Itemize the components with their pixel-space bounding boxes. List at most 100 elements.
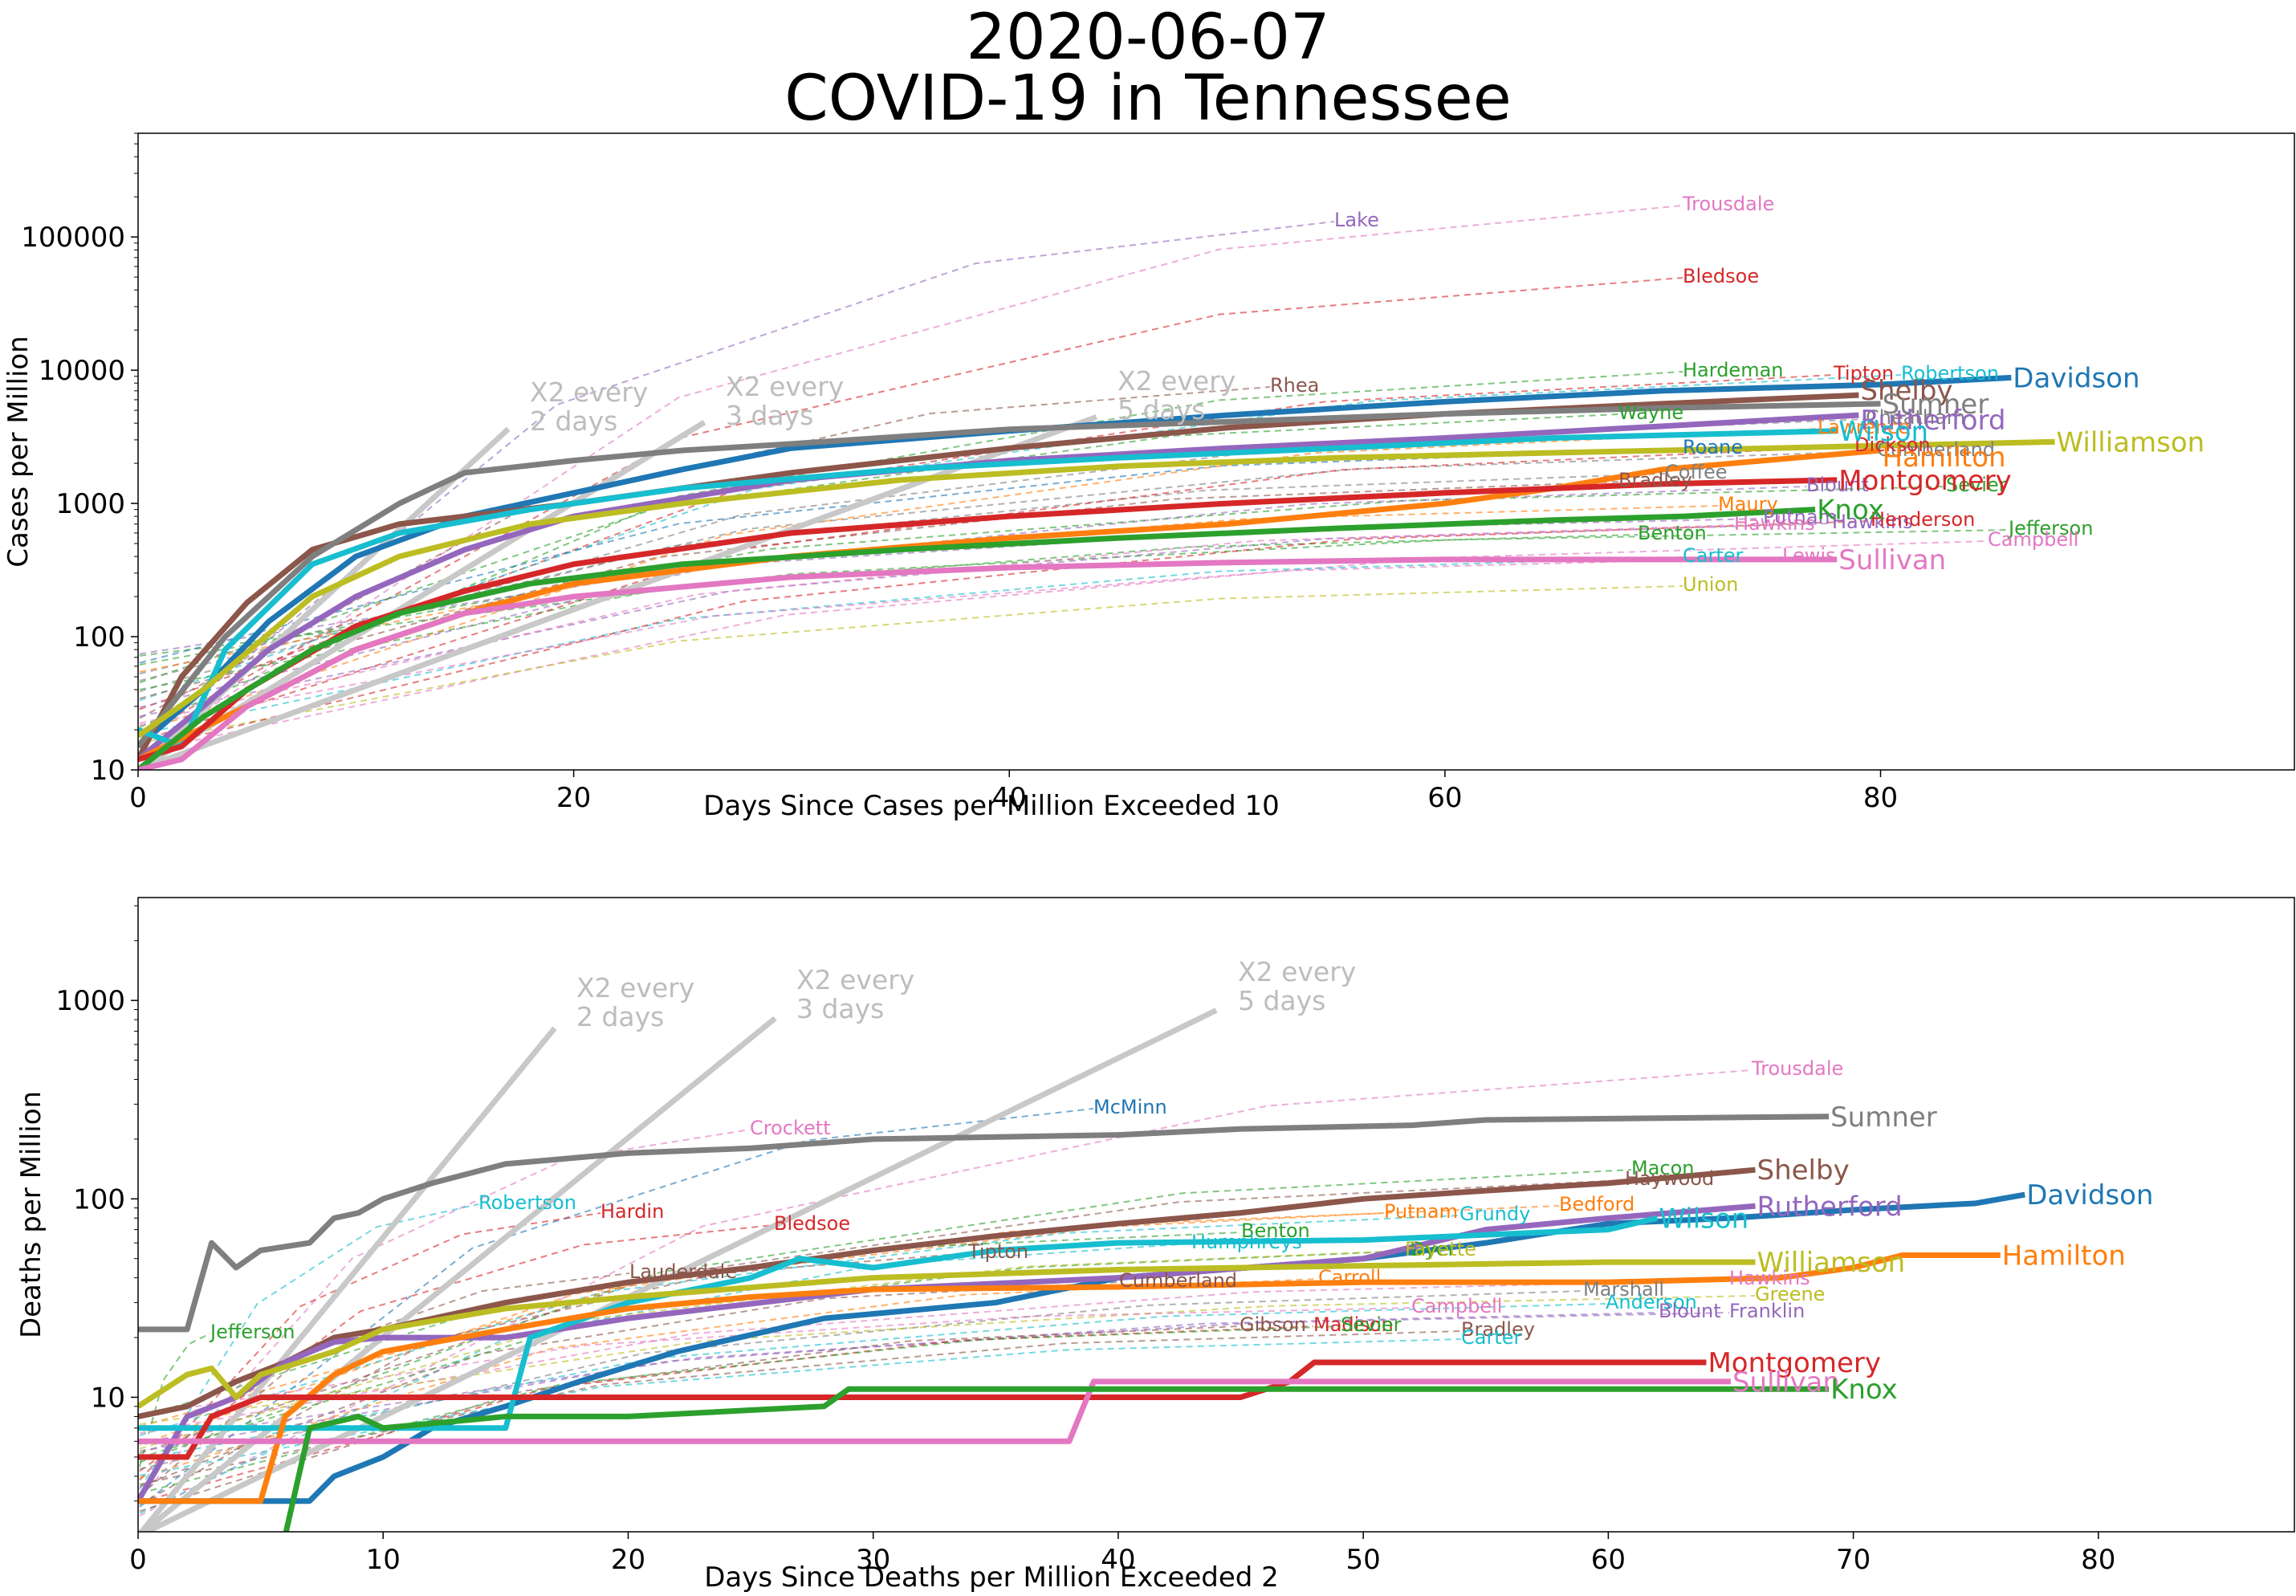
county-trace-line — [139, 1325, 1240, 1513]
plot-area — [138, 1008, 2025, 1532]
doubling-reference-line — [138, 1016, 777, 1532]
series-line-davidson — [138, 1191, 2025, 1504]
county-label: Dyer — [1410, 1238, 1455, 1260]
series-line-knox — [138, 507, 1816, 770]
series-end-label: Montgomery — [1708, 1347, 1881, 1379]
deaths-panel: 0 10 20 30 40 50 60 70 80 10 100 1000 Days Since Dea… — [15, 897, 2295, 1594]
county-label: Bradley — [1461, 1318, 1535, 1341]
x-tick-label: 70 — [1836, 1544, 1871, 1576]
county-label: Carter — [1683, 544, 1744, 567]
county-trace-line — [139, 1108, 1094, 1508]
county-label: Madison — [1313, 1313, 1394, 1336]
plot-area — [138, 205, 2055, 770]
county-trace-line — [139, 556, 1783, 727]
county-label: Cumberland — [1119, 1269, 1237, 1292]
series-line-davidson — [138, 374, 2012, 749]
county-trace-line — [139, 1179, 1626, 1455]
y-tick-label: 10 — [91, 1382, 125, 1414]
x-tick-label: 50 — [1346, 1544, 1381, 1576]
county-label: Gibson — [1240, 1313, 1306, 1336]
series-end-label: Rutherford — [1757, 1191, 1903, 1223]
series-end-label: Shelby — [1860, 375, 1952, 407]
county-label: Tipton — [1833, 362, 1894, 385]
county-label: Cumberland — [1877, 438, 1995, 461]
doubling-reference-label: X2 every — [726, 371, 844, 402]
series-line-williamson — [138, 1259, 1756, 1409]
county-label: Humphreys — [1191, 1231, 1302, 1253]
county-trace-line — [139, 520, 1871, 751]
county-label: Bledsoe — [774, 1212, 850, 1235]
series-end-label: Sullivan — [1838, 544, 1946, 576]
axes-frame — [137, 132, 2295, 771]
county-label: Robertson — [1901, 362, 1999, 385]
county-trace-line — [139, 1250, 1406, 1450]
county-trace-line — [139, 1338, 1462, 1476]
series-line-montgomery — [138, 1359, 1707, 1460]
county-label: Franklin — [1729, 1300, 1805, 1322]
x-tick-label: 0 — [129, 782, 147, 814]
county-trace-line — [139, 1205, 1560, 1427]
doubling-reference-label: 2 days — [576, 1001, 664, 1032]
county-label: Bradley — [1618, 469, 1692, 491]
x-tick-label: 0 — [129, 1544, 147, 1576]
county-label: Benton — [1241, 1219, 1310, 1242]
x-tick-label: 80 — [1863, 782, 1898, 814]
county-trace-line — [139, 428, 1818, 734]
x-tick-label: 60 — [1427, 782, 1462, 814]
doubling-reference-label: X2 every — [1117, 365, 1236, 397]
county-label: Blount — [1659, 1300, 1721, 1322]
county-trace-line — [139, 1295, 1756, 1426]
county-label: Hawkins — [1832, 511, 1913, 533]
y-tick-label: 100000 — [21, 222, 125, 254]
x-tick-label: 80 — [2081, 1544, 2115, 1576]
series-line-sumner — [138, 1114, 1830, 1333]
county-label: Bledsoe — [1683, 265, 1759, 287]
county-label: Jefferson — [2007, 517, 2093, 539]
county-label: Robertson — [478, 1191, 576, 1214]
x-tick-label: 30 — [856, 1544, 890, 1576]
doubling-reference-label: 5 days — [1238, 985, 1325, 1016]
series-end-label: Davidson — [2013, 362, 2139, 394]
county-label: Putnam — [1384, 1200, 1458, 1223]
county-label: Haywood — [1625, 1167, 1714, 1190]
county-label: Coffee — [1665, 461, 1728, 483]
series-end-label: Williamson — [2057, 426, 2205, 458]
series-end-label: Knox — [1830, 1374, 1898, 1406]
x-tick-label: 40 — [992, 782, 1027, 814]
series-end-label: Williamson — [1757, 1247, 1906, 1279]
county-label: Hardin — [600, 1200, 664, 1223]
county-trace-line — [139, 205, 1683, 755]
x-tick-label: 20 — [556, 782, 591, 814]
county-label: Crockett — [750, 1117, 831, 1139]
series-line-sumner — [138, 401, 1881, 748]
county-label: Anderson — [1606, 1291, 1697, 1313]
county-label: Fayette — [1405, 1238, 1476, 1260]
county-trace-line — [139, 534, 1639, 690]
county-label: Macon — [1631, 1157, 1695, 1179]
county-trace-line — [139, 1281, 1120, 1488]
y-tick-label: 1000 — [55, 488, 125, 520]
series-line-wilson — [138, 428, 1838, 750]
county-trace-line — [139, 556, 1683, 735]
county-label: Bedford — [1559, 1193, 1634, 1215]
y-tick-label: 100 — [73, 1183, 125, 1215]
series-end-label: Wilson — [1659, 1203, 1748, 1235]
county-label: Union — [1683, 573, 1738, 596]
y-tick-label: 1000 — [55, 985, 125, 1017]
county-trace-line — [139, 413, 1619, 684]
county-label: Tipton — [967, 1240, 1028, 1263]
county-label: Hawkins — [1734, 512, 1815, 535]
doubling-reference-line — [138, 426, 511, 770]
series-end-label: Sumner — [1830, 1101, 1937, 1134]
doubling-reference-label: 3 days — [726, 400, 813, 431]
doubling-reference-label: 2 days — [530, 405, 617, 437]
doubling-reference-label: 3 days — [796, 993, 884, 1024]
county-trace-line — [139, 481, 1619, 700]
county-trace-line — [139, 277, 1683, 737]
doubling-reference-line — [140, 1008, 1218, 1532]
county-label: Maury — [1718, 493, 1778, 515]
figure-title-date: 2020-06-07 — [966, 2, 1330, 74]
county-label: Blount — [1806, 474, 1869, 496]
series-end-label: Hamilton — [2002, 1240, 2126, 1272]
county-label: Lewis — [1782, 544, 1836, 567]
